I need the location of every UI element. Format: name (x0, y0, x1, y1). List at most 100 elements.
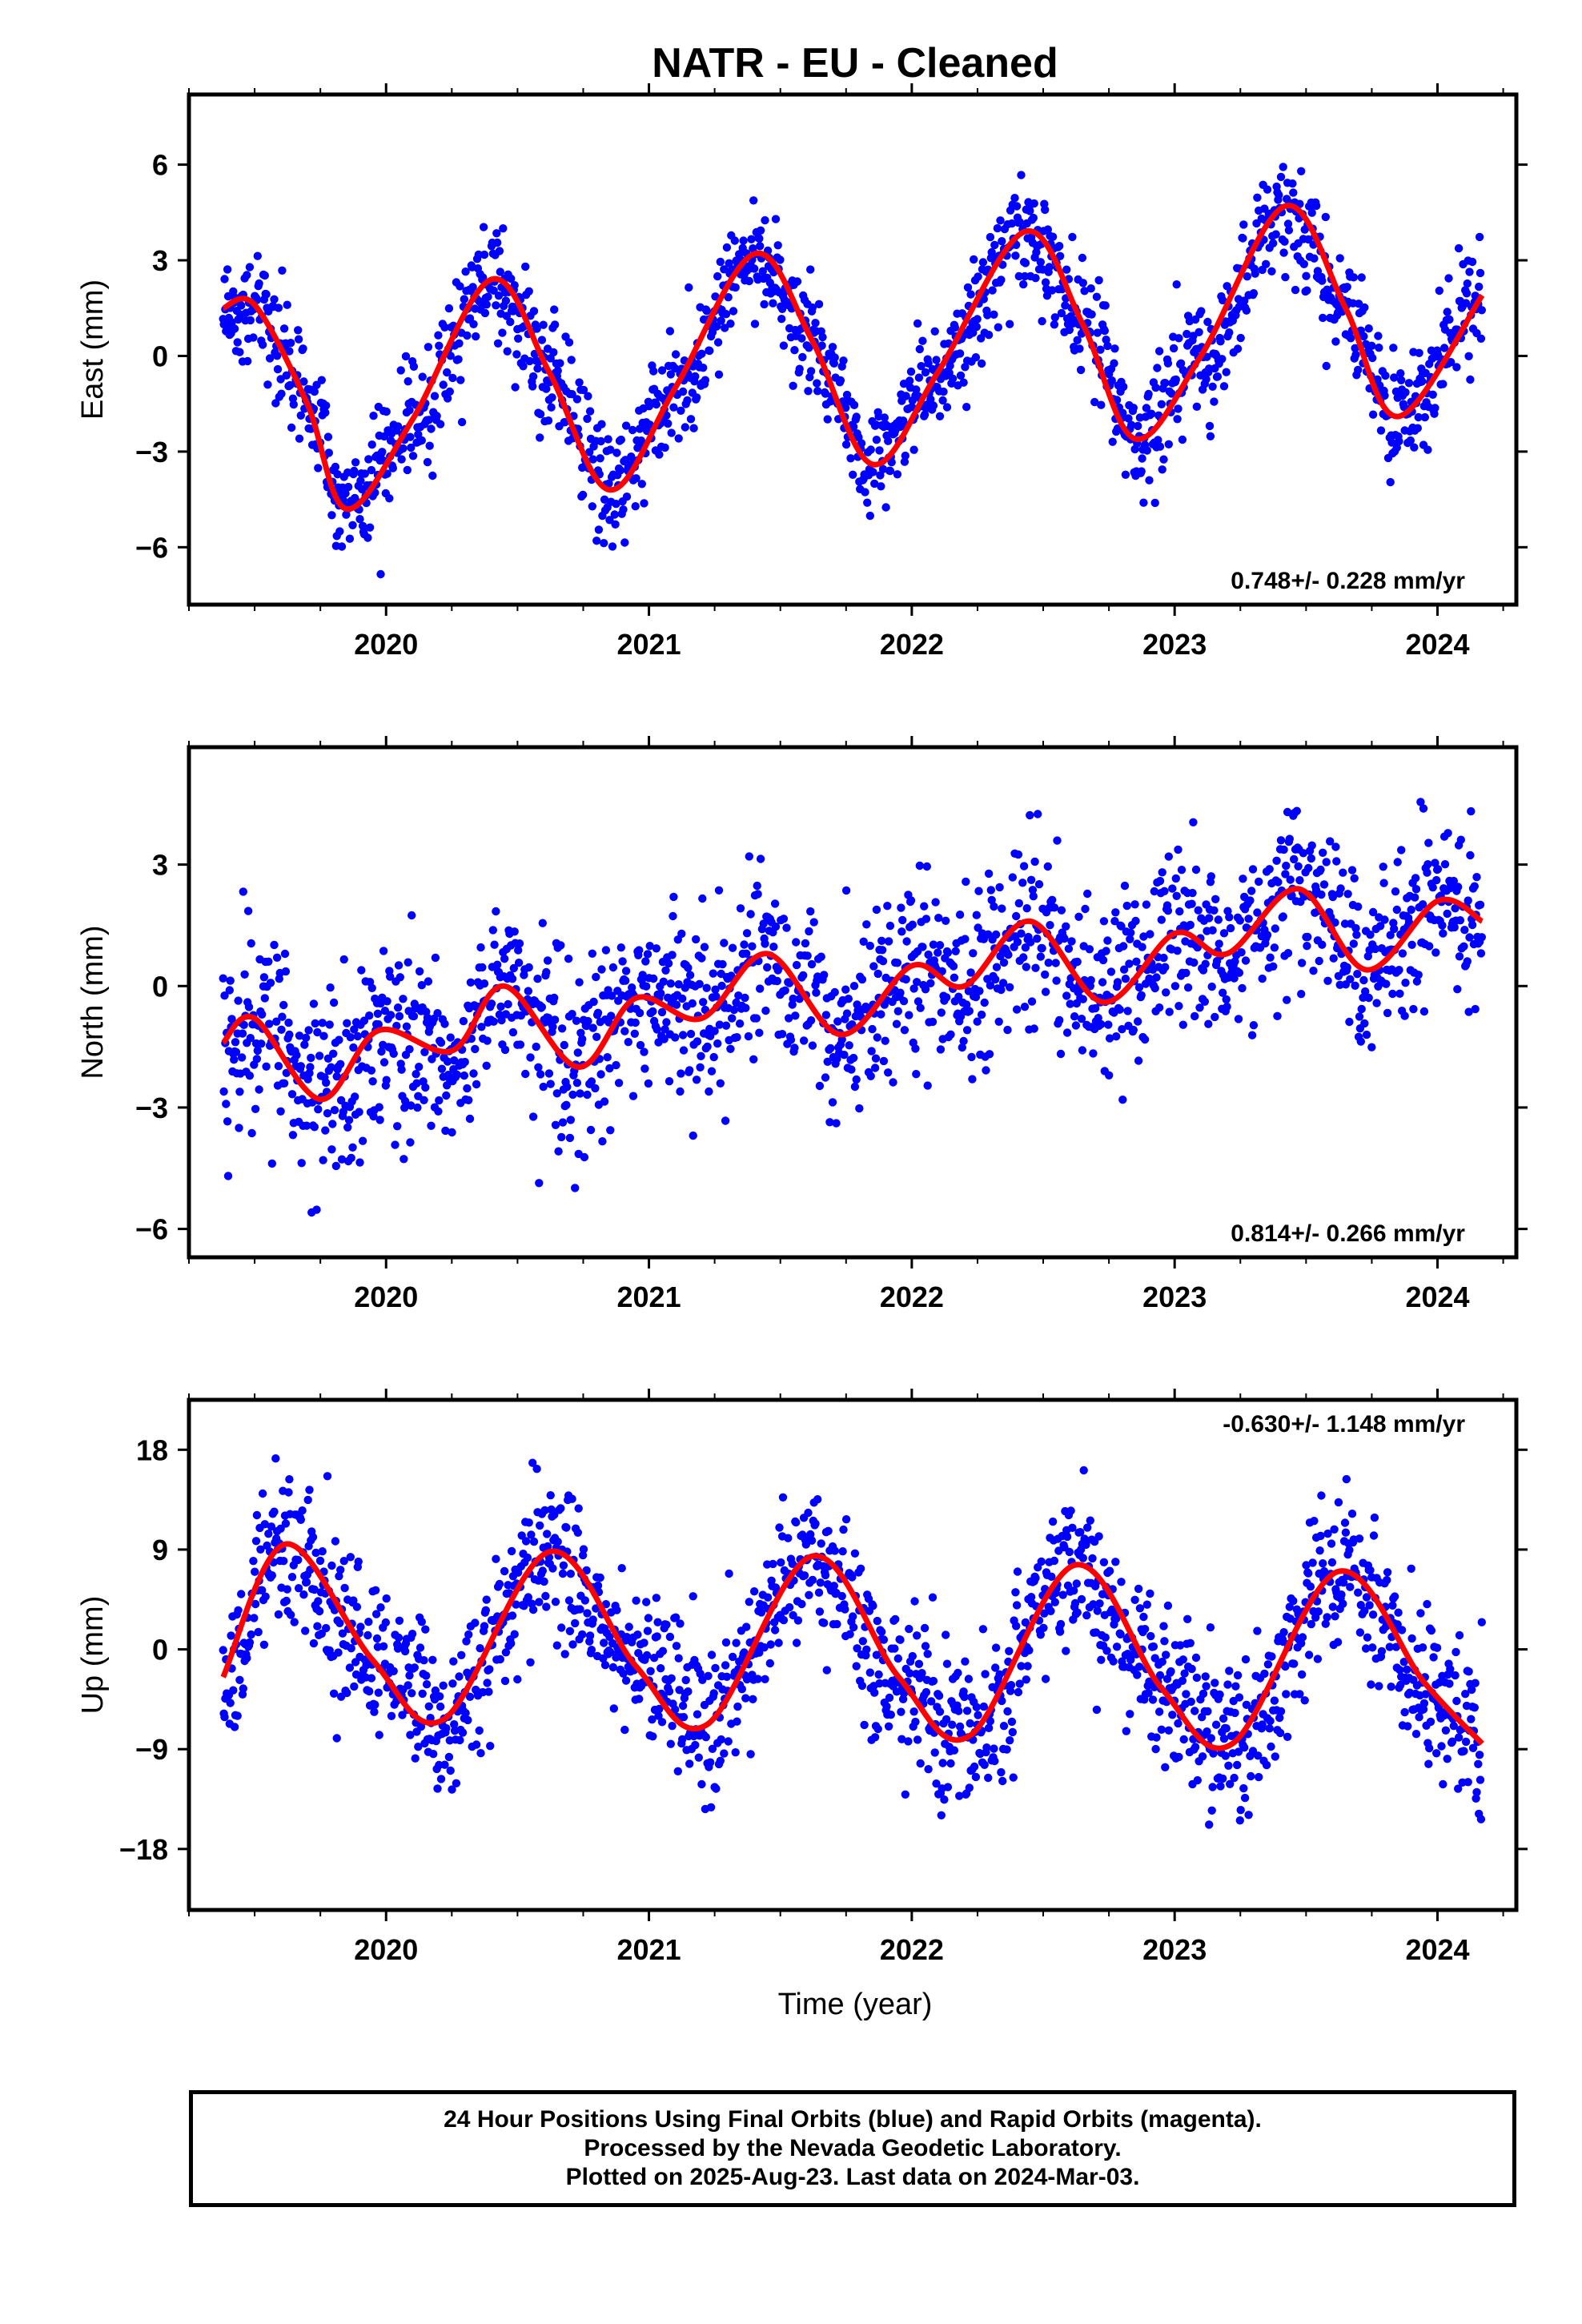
data-point (359, 1016, 369, 1025)
data-point (657, 1007, 667, 1017)
data-point (1340, 1518, 1350, 1527)
data-point (510, 281, 519, 290)
data-point (1164, 440, 1174, 448)
data-point (1453, 985, 1462, 994)
data-point (1078, 253, 1087, 263)
data-point (365, 1011, 374, 1020)
data-point (815, 1081, 825, 1091)
data-point (693, 1710, 702, 1719)
data-point (472, 1080, 481, 1089)
data-point (1267, 267, 1276, 275)
data-point (756, 242, 765, 251)
data-point (223, 1117, 232, 1126)
data-point (436, 420, 445, 428)
data-point (898, 915, 907, 925)
data-point (821, 1570, 830, 1580)
data-point (436, 1702, 445, 1711)
data-point (382, 1594, 391, 1603)
data-point (1347, 334, 1355, 343)
data-point (1371, 944, 1380, 954)
data-point (262, 1062, 271, 1072)
data-point (490, 940, 499, 949)
data-point (849, 422, 858, 432)
data-point (869, 468, 877, 476)
data-point (220, 1712, 229, 1722)
data-point (965, 1007, 974, 1015)
data-point (1359, 975, 1368, 985)
data-point (1026, 207, 1034, 215)
data-point (771, 215, 781, 223)
data-point (1104, 1020, 1113, 1029)
data-point (1339, 1599, 1347, 1608)
data-point (1201, 1672, 1210, 1681)
data-point (1026, 810, 1034, 820)
data-point (222, 1100, 231, 1108)
data-point (1078, 995, 1088, 1003)
data-point (437, 1064, 447, 1073)
data-point (1028, 886, 1038, 895)
data-point (657, 1718, 667, 1727)
data-point (1395, 1666, 1404, 1675)
data-point (1255, 877, 1263, 887)
data-point (464, 1630, 473, 1639)
data-point (506, 317, 515, 327)
data-point (1411, 885, 1421, 894)
data-point (556, 1504, 565, 1513)
data-point (728, 943, 737, 952)
data-point (596, 454, 604, 463)
data-point (893, 1007, 903, 1015)
y-tick-label: 3 (152, 849, 168, 882)
data-point (335, 1572, 343, 1581)
data-point (1039, 1623, 1048, 1633)
data-point (1070, 1598, 1080, 1608)
data-point (1118, 1096, 1127, 1104)
data-point (429, 1750, 438, 1759)
data-point (955, 1722, 965, 1731)
data-point (1139, 932, 1148, 941)
data-point (731, 283, 740, 292)
data-point (557, 1024, 567, 1033)
data-point (1110, 917, 1119, 926)
data-point (351, 458, 360, 467)
data-point (885, 921, 895, 931)
data-point (1083, 1523, 1092, 1532)
data-point (600, 539, 608, 548)
data-point (741, 1003, 750, 1012)
data-point (777, 1558, 785, 1567)
x-tick-label: 2022 (880, 628, 944, 661)
data-point (1297, 959, 1307, 967)
data-point (1241, 956, 1251, 965)
data-point (367, 1674, 376, 1683)
data-point (624, 1622, 633, 1631)
data-point (1154, 347, 1164, 356)
data-point (906, 367, 916, 376)
x-tick-label: 2023 (1142, 1281, 1207, 1313)
data-point (777, 1030, 787, 1039)
data-point (1303, 286, 1311, 295)
data-point (724, 293, 733, 302)
data-point (344, 1116, 354, 1124)
data-point (1381, 371, 1390, 380)
data-point (536, 410, 545, 419)
data-point (1395, 436, 1403, 446)
data-point (1173, 415, 1182, 424)
data-point (904, 1737, 913, 1746)
data-point (677, 406, 685, 415)
data-point (621, 976, 630, 985)
data-point (310, 387, 319, 396)
data-point (1142, 1600, 1152, 1609)
data-point (576, 1089, 584, 1098)
data-point (745, 1598, 753, 1606)
data-point (1119, 942, 1128, 951)
data-point (669, 892, 678, 902)
data-point (271, 399, 280, 408)
data-point (1199, 966, 1208, 975)
data-point (1172, 891, 1181, 901)
data-point (538, 919, 547, 927)
data-point (713, 1039, 722, 1048)
data-point (669, 911, 677, 921)
data-point (726, 320, 735, 328)
data-point (667, 1674, 676, 1683)
data-point (1066, 1506, 1075, 1515)
data-point (950, 323, 960, 332)
